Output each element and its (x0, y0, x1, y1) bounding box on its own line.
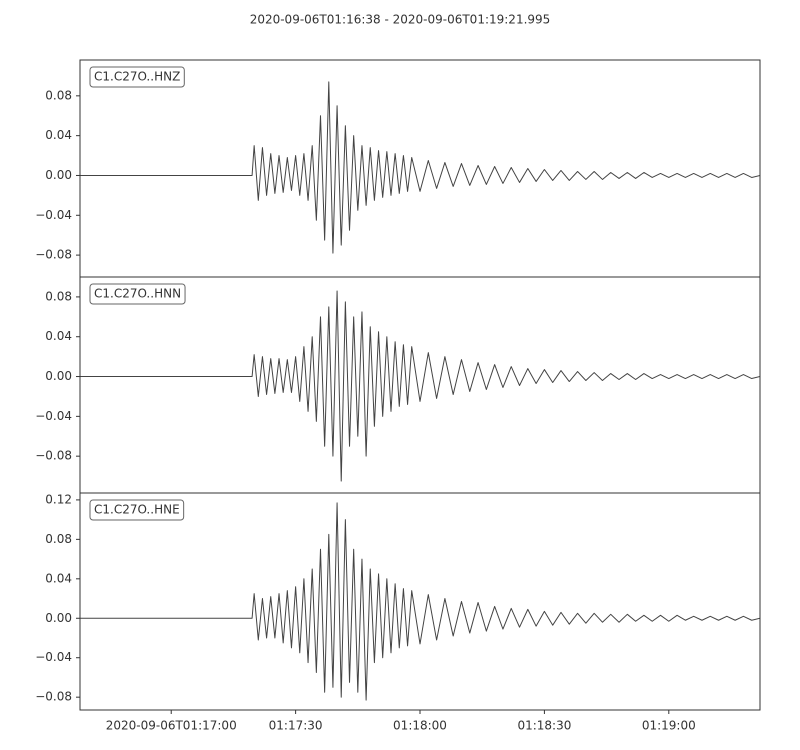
y-tick-label: −0.04 (35, 650, 72, 664)
trace-label: C1.C27O..HNE (94, 503, 180, 517)
x-tick-label: 01:19:00 (642, 719, 696, 733)
y-tick-label: −0.08 (35, 248, 72, 262)
trace-label-box (89, 283, 186, 305)
x-tick-label: 2020-09-06T01:17:00 (106, 719, 237, 733)
x-tick-label: 01:18:30 (517, 719, 571, 733)
trace-label: C1.C27O..HNZ (94, 70, 180, 84)
y-tick-label: 0.00 (45, 369, 72, 383)
trace-label: C1.C27O..HNN (94, 287, 181, 301)
y-tick-label: 0.00 (45, 168, 72, 182)
y-tick-label: 0.00 (45, 611, 72, 625)
y-tick-label: 0.04 (45, 128, 72, 142)
trace-label-box (89, 499, 185, 521)
waveform (80, 502, 760, 701)
y-tick-label: 0.08 (45, 88, 72, 102)
trace-label-box (89, 66, 185, 88)
y-tick-label: −0.08 (35, 690, 72, 704)
y-tick-label: −0.04 (35, 208, 72, 222)
y-tick-label: 0.04 (45, 571, 72, 585)
x-tick-label: 01:17:30 (269, 719, 323, 733)
x-tick-label: 01:18:00 (393, 719, 447, 733)
y-tick-label: 0.04 (45, 329, 72, 343)
y-tick-label: 0.08 (45, 532, 72, 546)
y-tick-label: 0.08 (45, 289, 72, 303)
y-tick-label: −0.08 (35, 449, 72, 463)
waveform (80, 81, 760, 254)
waveform (80, 290, 760, 482)
y-tick-label: −0.04 (35, 409, 72, 423)
chart-title: 2020-09-06T01:16:38 - 2020-09-06T01:19:2… (250, 13, 551, 27)
y-tick-label: 0.12 (45, 492, 72, 506)
